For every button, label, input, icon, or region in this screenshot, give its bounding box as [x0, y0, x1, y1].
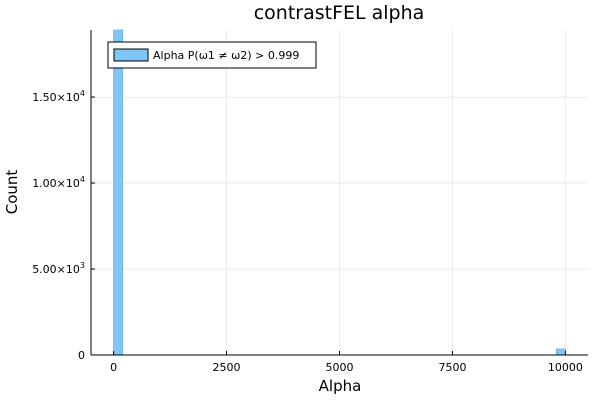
histogram-bar-0 [113, 29, 123, 356]
y-tick-label-0: 0 [78, 349, 85, 362]
legend: Alpha P(ω1 ≠ ω2) > 0.999 [107, 41, 317, 69]
chart-title: contrastFEL alpha [254, 2, 425, 24]
x-tick-label-2: 5000 [326, 361, 354, 374]
y-tick-label-1: 5.00×103 [32, 261, 85, 276]
y-tick-label-3: 1.50×104 [32, 89, 85, 104]
legend-swatch [113, 48, 149, 62]
y-tick-label-2: 1.00×104 [32, 175, 85, 190]
y-ticks: 0 5.00×103 1.00×104 1.50×104 [32, 89, 95, 362]
histogram-bar-1 [556, 348, 566, 356]
x-tick-label-4: 10000 [548, 361, 583, 374]
x-axis-label: Alpha [319, 377, 362, 395]
y-axis-label: Count [3, 170, 21, 215]
x-tick-label-1: 2500 [213, 361, 241, 374]
x-tick-label-3: 7500 [438, 361, 466, 374]
grid [91, 30, 588, 356]
x-ticks: 0 2500 5000 7500 10000 [110, 351, 583, 374]
x-tick-label-0: 0 [110, 361, 117, 374]
legend-label: Alpha P(ω1 ≠ ω2) > 0.999 [153, 49, 299, 62]
